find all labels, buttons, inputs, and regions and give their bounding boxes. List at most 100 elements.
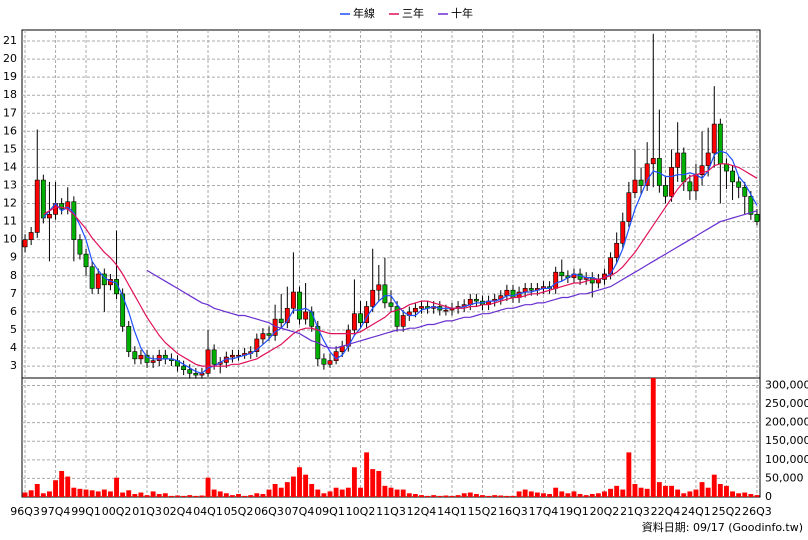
- volume-bar: [565, 493, 571, 497]
- candle-body: [266, 333, 272, 336]
- x-tick-label: 01Q3: [132, 505, 162, 518]
- x-tick-label: 26Q3: [742, 505, 772, 518]
- x-tick-label: 25Q2: [712, 505, 742, 518]
- volume-bar: [626, 452, 632, 497]
- candle-body: [95, 273, 101, 289]
- candle-body: [687, 181, 693, 192]
- volume-bar: [571, 491, 577, 497]
- x-tick-label: 99Q1: [71, 505, 101, 518]
- volume-bar: [455, 495, 461, 497]
- x-tick-label: 16Q3: [498, 505, 528, 518]
- volume-bar: [303, 474, 309, 497]
- volume-bar: [248, 495, 254, 497]
- volume-bar: [663, 485, 668, 497]
- y-tick-label: 8: [10, 269, 17, 282]
- volume-bar: [717, 483, 723, 497]
- volume-bar: [150, 491, 156, 497]
- x-tick-label: 02Q4: [163, 505, 193, 518]
- x-tick-label: 06Q3: [254, 505, 284, 518]
- candle-body: [644, 163, 650, 186]
- x-tick-label: 20Q2: [590, 505, 620, 518]
- volume-bar: [675, 489, 681, 497]
- volume-bar: [608, 488, 614, 497]
- candle-body: [290, 291, 296, 309]
- candle-body: [693, 174, 699, 192]
- y2-tick-label: 100,000: [765, 453, 808, 466]
- candle-body: [351, 313, 357, 331]
- volume-bar: [193, 495, 199, 497]
- volume-bar: [278, 487, 284, 497]
- candle-body: [132, 351, 138, 360]
- candle-body: [77, 239, 83, 255]
- volume-bar: [309, 483, 315, 497]
- candle-body: [419, 306, 424, 309]
- candle-body: [229, 354, 235, 358]
- volume-bar: [547, 494, 553, 497]
- candle-body: [614, 242, 620, 259]
- volume-bar: [614, 485, 620, 497]
- x-tick-label: 12Q4: [407, 505, 437, 518]
- volume-bar: [101, 489, 107, 497]
- volume-bar: [724, 485, 729, 497]
- ma-line: [42, 150, 758, 374]
- candle-body: [559, 271, 565, 277]
- candle-body: [120, 293, 126, 327]
- x-tick-label: 00Q2: [102, 505, 132, 518]
- y-tick-label: 17: [3, 106, 17, 119]
- volume-bar: [681, 493, 687, 497]
- x-tick-label: 97Q4: [41, 505, 71, 518]
- volume-bar: [59, 470, 65, 497]
- volume-bar: [577, 494, 583, 497]
- volume-bar: [181, 495, 187, 497]
- volume-bar: [272, 483, 278, 497]
- volume-bar: [284, 482, 290, 497]
- candle-body: [632, 179, 638, 194]
- y-tick-label: 19: [3, 70, 17, 83]
- volume-bar: [711, 474, 717, 497]
- volume-bar: [290, 476, 296, 497]
- volume-bar: [388, 487, 394, 497]
- volume-bar: [522, 489, 528, 497]
- candle-body: [504, 289, 510, 296]
- candle-body: [83, 253, 89, 268]
- volume-bar: [644, 488, 650, 497]
- y-tick-label: 3: [10, 359, 17, 372]
- volume-bar: [559, 491, 565, 497]
- candle-body: [663, 185, 668, 197]
- candle-body: [400, 315, 406, 327]
- y2-tick-label: 250,000: [765, 397, 808, 410]
- volume-bar: [22, 492, 28, 497]
- candle-body: [626, 192, 632, 222]
- volume-bar: [175, 495, 180, 497]
- volume-bar: [132, 494, 138, 497]
- candle-body: [187, 369, 193, 374]
- legend-label: 三年: [402, 6, 424, 20]
- volume-bar: [242, 495, 248, 497]
- candle-body: [260, 333, 266, 340]
- volume-bar: [473, 494, 479, 497]
- x-tick-label: 14Q1: [437, 505, 467, 518]
- candle-body: [138, 354, 144, 360]
- volume-bar: [370, 469, 376, 497]
- volume-bar: [95, 491, 101, 497]
- volume-bar: [583, 495, 589, 497]
- volume-bar: [40, 493, 46, 497]
- x-tick-label: 05Q2: [224, 505, 254, 518]
- volume-bar: [467, 492, 473, 497]
- candle-body: [321, 358, 327, 365]
- x-tick-label: 04Q1: [193, 505, 223, 518]
- candle-body: [236, 354, 241, 357]
- candle-body: [309, 311, 315, 327]
- volume-bar: [461, 493, 467, 497]
- volume-bar: [437, 495, 443, 497]
- volume-bar: [516, 491, 522, 497]
- volume-bar: [748, 494, 754, 497]
- volume-bar: [595, 493, 601, 497]
- volume-bar: [376, 470, 382, 497]
- volume-bar: [394, 489, 400, 497]
- x-tick-label: 96Q3: [10, 505, 40, 518]
- volume-bar: [449, 495, 455, 497]
- volume-bar: [736, 493, 742, 497]
- volume-bar: [693, 489, 699, 497]
